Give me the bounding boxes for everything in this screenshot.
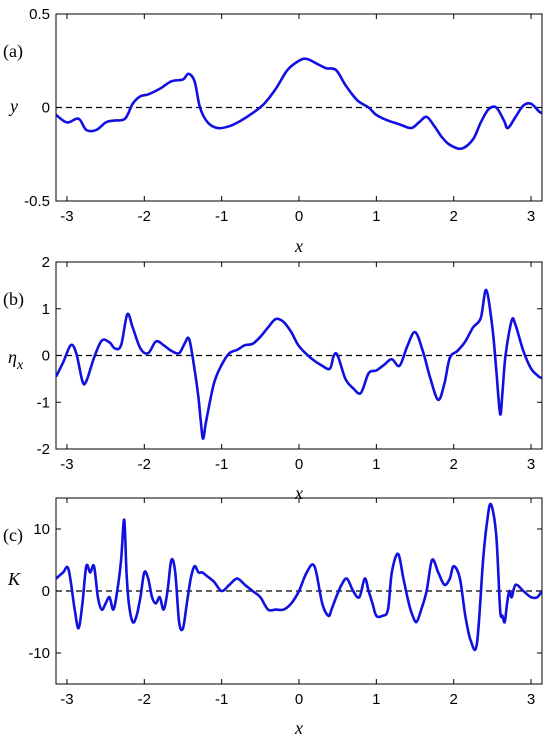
x-tick-label: 0 xyxy=(295,208,303,225)
y-axis-label: y xyxy=(8,96,18,116)
y-tick-label: -2 xyxy=(37,441,50,458)
x-tick-label: -3 xyxy=(60,208,73,225)
x-tick-label: -2 xyxy=(138,208,151,225)
y-tick-label: -10 xyxy=(28,645,50,662)
x-tick-label: -3 xyxy=(60,456,73,473)
y-tick-label: 2 xyxy=(42,254,50,271)
x-tick-label: -1 xyxy=(215,456,228,473)
panel-tag: (a) xyxy=(3,41,23,62)
y-axis-label: K xyxy=(7,569,21,589)
x-tick-label: -1 xyxy=(215,208,228,225)
x-tick-label: 2 xyxy=(450,208,458,225)
x-tick-label: -3 xyxy=(60,691,73,708)
x-axis-label: x xyxy=(294,483,303,503)
y-tick-label: 0 xyxy=(42,100,50,117)
y-tick-label: 0 xyxy=(42,348,50,365)
series-line xyxy=(56,57,542,151)
x-tick-label: 1 xyxy=(372,456,380,473)
panel-tag: (b) xyxy=(3,289,24,310)
x-tick-label: 3 xyxy=(527,456,535,473)
x-tick-label: 0 xyxy=(295,691,303,708)
series-line xyxy=(56,288,542,441)
panel-b: -3 -2 -1 0 1 2 3 -2 -1 0 1 2 (b) ηx x xyxy=(3,254,543,503)
x-tick-label: 3 xyxy=(527,691,535,708)
x-tick-label: -2 xyxy=(138,456,151,473)
y-tick-label: 1 xyxy=(42,301,50,318)
x-tick-label: 3 xyxy=(527,208,535,225)
x-axis-label: x xyxy=(294,718,303,738)
x-tick-label: 0 xyxy=(295,456,303,473)
x-axis-label: x xyxy=(294,236,303,256)
x-tick-label: 1 xyxy=(372,208,380,225)
y-tick-label: -0.5 xyxy=(24,193,50,210)
x-tick-label: 2 xyxy=(450,456,458,473)
x-tick-label: 2 xyxy=(450,691,458,708)
series-line xyxy=(56,502,542,652)
y-tick-label: 0.5 xyxy=(29,6,50,23)
x-tick-label: -1 xyxy=(215,691,228,708)
x-tick-label: -2 xyxy=(138,691,151,708)
y-tick-label: 10 xyxy=(33,521,50,538)
y-axis-label: ηx xyxy=(8,347,24,373)
panel-a: -3 -2 -1 0 1 2 3 -0.5 0 0.5 (a) y x xyxy=(3,6,543,256)
y-tick-label: 0 xyxy=(42,583,50,600)
panel-tag: (c) xyxy=(3,525,23,546)
y-tick-label: -1 xyxy=(37,394,50,411)
x-tick-label: 1 xyxy=(372,691,380,708)
